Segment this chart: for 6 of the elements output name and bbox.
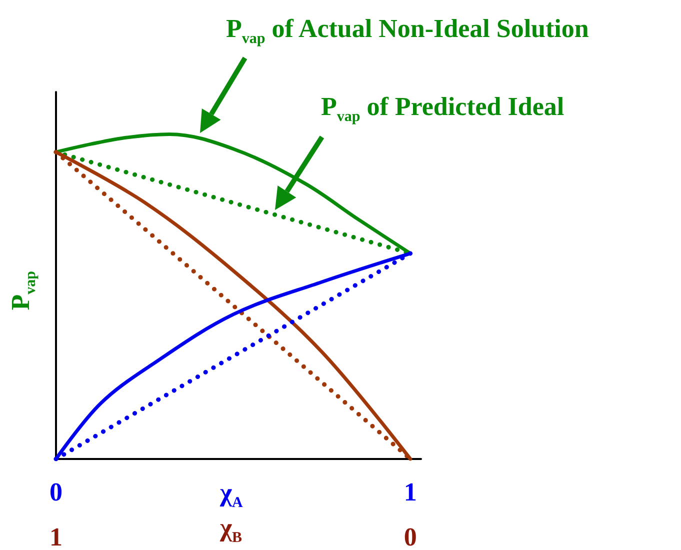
text: P$_{vap}$ of Actual Non-Ideal Solution — [226, 14, 589, 48]
x2-axis-title: χ$_{B}$ — [220, 513, 242, 546]
text: P$_{vap}$ of Predicted Ideal — [321, 92, 564, 126]
x2-tick-label: 1 — [50, 522, 62, 550]
x2-tick-label: 0 — [404, 522, 417, 550]
x-axis-title: χ$_{A}$ — [220, 478, 243, 512]
